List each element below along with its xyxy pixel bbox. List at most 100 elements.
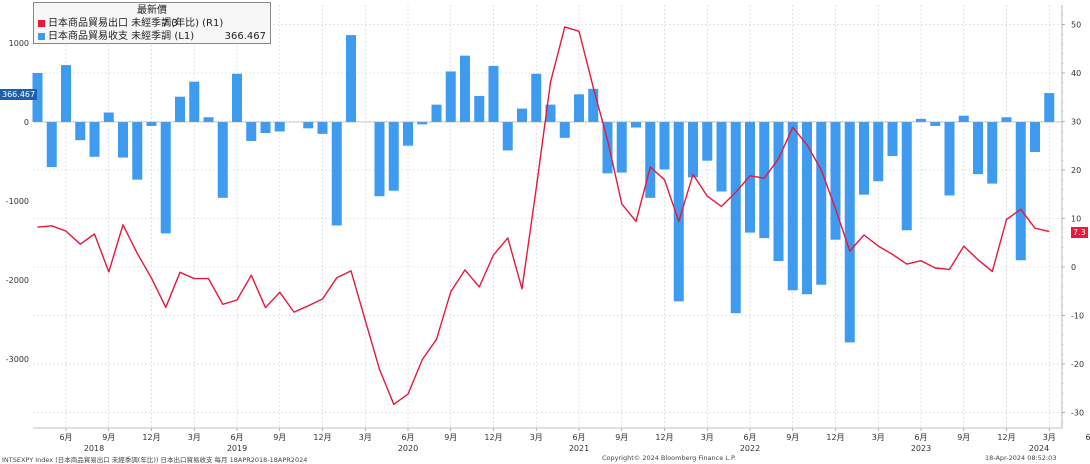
balance-value: 366.467 xyxy=(224,31,266,42)
x-tick-label: 3月 xyxy=(530,433,543,442)
x-tick-label: 3月 xyxy=(359,433,372,442)
year-label: 2024 xyxy=(1029,444,1049,453)
year-label: 2020 xyxy=(398,444,418,453)
balance-bar xyxy=(232,73,242,122)
balance-bar xyxy=(588,88,599,122)
balance-bar xyxy=(460,55,470,122)
balance-bar xyxy=(545,104,556,122)
x-tick-label: 3月 xyxy=(872,433,885,442)
x-tick-label: 3月 xyxy=(701,433,714,442)
balance-bar xyxy=(388,122,399,191)
balance-bar xyxy=(517,108,527,122)
balance-label: 日本商品貿易收支 未經季調 (L1) xyxy=(48,31,195,42)
balance-bar xyxy=(887,122,898,156)
x-tick-label: 3月 xyxy=(1043,433,1056,442)
balance-bar xyxy=(830,122,841,240)
x-tick-label: 12月 xyxy=(655,433,673,442)
footer-source: INTSEXPY Index (日本商品貿易出口 未經季調(年比)) 日本出口貿… xyxy=(2,456,308,464)
left-tick-label: -2000 xyxy=(6,276,29,285)
balance-bar xyxy=(673,122,684,302)
export-value: 7.3 xyxy=(162,18,178,29)
balance-bar xyxy=(331,122,342,226)
right-tick-label: -10 xyxy=(1071,312,1084,321)
year-label: 2019 xyxy=(227,444,247,453)
year-label: 2022 xyxy=(740,444,760,453)
balance-bar xyxy=(616,122,627,173)
balance-bar xyxy=(730,122,741,314)
balance-bar xyxy=(659,122,670,170)
balance-bar xyxy=(317,122,328,134)
legend-item-export: 日本商品貿易出口 未經季調(年比) (R1) 7.3 xyxy=(34,17,270,30)
balance-bar xyxy=(873,122,884,182)
left-tick-label: 0 xyxy=(24,118,29,127)
footer-copyright: Copyright© 2024 Bloomberg Finance L.P. xyxy=(602,454,736,462)
right-tick-label: 30 xyxy=(1071,118,1081,127)
x-tick-label: 9月 xyxy=(615,433,628,442)
balance-bar xyxy=(645,122,656,198)
balance-bar xyxy=(844,122,855,343)
x-tick-label: 12月 xyxy=(484,433,502,442)
x-tick-label: 9月 xyxy=(102,433,115,442)
x-tick-label: 9月 xyxy=(786,433,799,442)
balance-bar xyxy=(1015,122,1026,261)
x-tick-label: 6月 xyxy=(914,433,927,442)
balance-bar xyxy=(987,122,998,184)
balance-bar xyxy=(702,122,713,161)
export-swatch xyxy=(38,20,45,27)
x-tick-label: 9月 xyxy=(273,433,286,442)
x-tick-label: 9月 xyxy=(444,433,457,442)
year-label: 2021 xyxy=(569,444,589,453)
balance-bar xyxy=(745,122,755,233)
balance-bar xyxy=(132,122,143,180)
x-tick-label: 9月 xyxy=(957,433,970,442)
left-tick-label: -3000 xyxy=(6,355,29,364)
balance-bar xyxy=(559,122,570,138)
balance-bar xyxy=(374,122,385,197)
x-tick-label: 6月 xyxy=(230,433,243,442)
left-last-value-badge: 366.467 xyxy=(0,89,38,100)
balance-bar xyxy=(716,122,727,192)
balance-bar xyxy=(175,96,185,122)
balance-bar xyxy=(1030,122,1040,153)
balance-bar xyxy=(431,104,442,122)
balance-bar xyxy=(403,122,413,146)
balance-bar xyxy=(274,122,285,132)
balance-bar xyxy=(1044,93,1055,122)
right-tick-label: 20 xyxy=(1071,166,1081,175)
right-tick-label: 50 xyxy=(1071,21,1081,30)
left-tick-label: -1000 xyxy=(6,197,29,206)
year-label: 2018 xyxy=(84,444,104,453)
balance-bar xyxy=(103,112,114,122)
x-tick-label: 6月 xyxy=(401,433,414,442)
x-tick-label: 6月 xyxy=(572,433,585,442)
balance-bar xyxy=(260,122,271,134)
legend-item-balance: 日本商品貿易收支 未經季調 (L1) 366.467 xyxy=(34,30,270,43)
balance-bar xyxy=(417,122,428,125)
right-tick-label: -30 xyxy=(1071,409,1084,418)
export-label: 日本商品貿易出口 未經季調(年比) (R1) xyxy=(48,18,224,29)
x-tick-label: 6月 xyxy=(59,433,72,442)
balance-bar xyxy=(802,122,812,295)
balance-bar xyxy=(61,65,71,122)
balance-bar xyxy=(488,65,499,122)
balance-bar xyxy=(32,73,43,122)
right-tick-label: 40 xyxy=(1071,69,1081,78)
balance-bar xyxy=(958,115,969,122)
balance-bar xyxy=(346,35,356,122)
balance-bar xyxy=(118,122,128,158)
legend-header: 最新價 xyxy=(137,5,167,16)
balance-bar xyxy=(759,122,770,239)
balance-bar xyxy=(89,122,100,157)
x-tick-label: 3月 xyxy=(188,433,201,442)
balance-bar xyxy=(1001,117,1012,122)
balance-bars xyxy=(32,35,1055,343)
balance-bar xyxy=(474,95,485,122)
chart-legend: 最新價 日本商品貿易出口 未經季調(年比) (R1) 7.3 日本商品貿易收支 … xyxy=(33,2,271,44)
x-tick-label: 6月 xyxy=(1085,433,1090,442)
balance-bar xyxy=(944,122,955,196)
balance-swatch xyxy=(38,33,45,40)
x-tick-label: 12月 xyxy=(313,433,331,442)
vertical-gridlines xyxy=(65,5,1050,428)
balance-bar xyxy=(773,122,784,262)
